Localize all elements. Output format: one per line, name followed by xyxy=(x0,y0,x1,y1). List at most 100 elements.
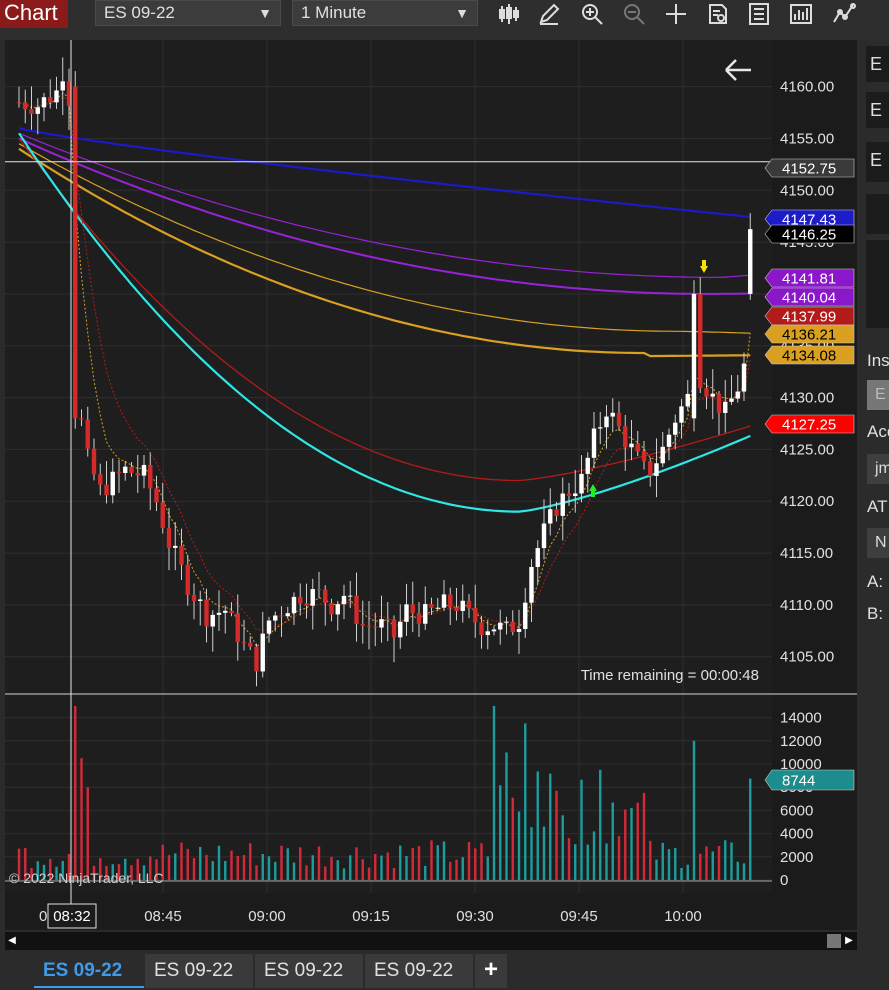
candle-body xyxy=(291,596,297,614)
price-marker-label: 4136.21 xyxy=(782,327,836,344)
volume-bar xyxy=(624,809,627,880)
volume-bar xyxy=(136,858,139,880)
zoom-out-icon[interactable] xyxy=(622,2,646,26)
candle-body xyxy=(179,545,184,565)
trader-box-4[interactable] xyxy=(866,194,889,234)
candle-body xyxy=(335,604,340,615)
candle-body xyxy=(591,428,597,458)
candle-body xyxy=(323,589,328,603)
chart-title[interactable]: Chart xyxy=(0,0,68,28)
candle-body xyxy=(279,615,284,617)
scroll-left-icon[interactable]: ◀ xyxy=(8,935,16,946)
trader-box-1[interactable]: E xyxy=(866,46,889,82)
candle-body xyxy=(604,416,609,428)
volume-bar xyxy=(567,838,571,880)
volume-bar xyxy=(167,855,171,880)
candle-body xyxy=(460,600,465,611)
account-input[interactable]: jm xyxy=(867,454,889,484)
tab-es-4[interactable]: ES 09-22 xyxy=(365,954,473,988)
volume-bar xyxy=(417,846,421,880)
volume-bar xyxy=(517,811,521,880)
price-marker-shape xyxy=(764,158,855,178)
tab-es-2[interactable]: ES 09-22 xyxy=(145,954,253,988)
trader-box-5[interactable] xyxy=(866,240,889,328)
add-tab-button[interactable]: + xyxy=(475,954,507,988)
volume-bar xyxy=(249,843,252,880)
candle-body xyxy=(154,488,159,503)
volume-bar xyxy=(355,847,358,880)
data-box-icon[interactable] xyxy=(706,2,730,26)
candle-body xyxy=(273,615,278,621)
tab-es-1[interactable]: ES 09-22 xyxy=(34,954,144,988)
candle-body xyxy=(710,393,715,397)
chart-trader-panel: E E E Ins E Acc jm AT N A: B: xyxy=(862,40,889,930)
back-arrow-icon xyxy=(725,59,751,81)
volume-bar xyxy=(405,855,408,880)
instrument-selector[interactable]: ES 09-22 ▼ xyxy=(95,0,281,26)
crosshair-time-box xyxy=(47,903,97,929)
interval-selector[interactable]: 1 Minute ▼ xyxy=(292,0,478,26)
indicator-icon[interactable] xyxy=(832,2,856,26)
volume-bar xyxy=(705,846,708,880)
trader-box-3[interactable]: E xyxy=(866,142,889,182)
volume-bar xyxy=(642,792,646,880)
strategies-icon[interactable] xyxy=(789,2,813,26)
volume-bar xyxy=(392,867,396,880)
volume-marker: 8744 xyxy=(764,769,855,791)
candle-body xyxy=(316,589,322,591)
chart-svg[interactable]: 4160.004155.004150.004145.004140.004135.… xyxy=(5,40,857,930)
bar-type-icon[interactable] xyxy=(497,2,521,26)
candle-body xyxy=(466,600,472,608)
properties-icon[interactable] xyxy=(747,2,771,26)
candle-body xyxy=(479,622,484,636)
candle-body xyxy=(660,446,665,464)
volume-bar xyxy=(436,845,439,880)
volume-tick-label: 12000 xyxy=(780,733,822,750)
volume-bar xyxy=(724,840,727,880)
volume-bar xyxy=(211,861,214,880)
volume-bar xyxy=(349,855,352,880)
moving-average-line xyxy=(18,147,751,358)
candle-body xyxy=(704,388,709,397)
price-marker-label: 4140.04 xyxy=(782,290,836,307)
chart-scrollbar[interactable]: ◀ ▶ xyxy=(5,932,857,950)
volume-bar xyxy=(667,849,671,880)
volume-bar xyxy=(524,723,527,880)
candle-body xyxy=(504,621,509,623)
candle-body xyxy=(448,594,453,608)
zoom-in-icon[interactable] xyxy=(580,2,604,26)
volume-bar xyxy=(649,840,652,880)
chart-panel[interactable]: 4160.004155.004150.004145.004140.004135.… xyxy=(5,40,857,930)
candle-body xyxy=(254,646,259,672)
trader-box-2[interactable]: E xyxy=(866,92,889,128)
atm-input[interactable]: N xyxy=(867,528,889,558)
price-marker-label: 4134.08 xyxy=(782,348,836,365)
price-tick-label: 4155.00 xyxy=(780,130,834,147)
crosshair-icon[interactable] xyxy=(664,2,688,26)
price-tick-label: 4125.00 xyxy=(780,441,834,458)
volume-bar xyxy=(42,864,46,880)
candle-body xyxy=(641,451,647,462)
candle-body xyxy=(98,474,103,485)
price-marker: 4137.99 xyxy=(764,306,855,326)
volume-bar xyxy=(236,855,239,880)
moving-average-line xyxy=(18,132,751,279)
candle-body xyxy=(66,81,72,106)
candle-body xyxy=(573,493,578,496)
draw-pencil-icon[interactable] xyxy=(537,2,561,26)
candle-body xyxy=(610,412,615,417)
copyright-label: © 2022 NinjaTrader, LLC xyxy=(9,870,164,886)
scroll-thumb[interactable] xyxy=(827,934,841,948)
instrument-input[interactable]: E xyxy=(867,380,889,410)
tab-es-3[interactable]: ES 09-22 xyxy=(255,954,363,988)
time-tick-label: 09:45 xyxy=(560,908,598,925)
volume-bar xyxy=(149,856,152,880)
candle-body xyxy=(685,393,690,407)
candle-body xyxy=(241,642,247,644)
candle-body xyxy=(298,596,303,604)
candle-body xyxy=(160,502,165,528)
scroll-right-icon[interactable]: ▶ xyxy=(845,935,853,946)
candle-body xyxy=(385,619,390,621)
candle-body xyxy=(485,631,490,636)
volume-bar xyxy=(480,843,483,880)
